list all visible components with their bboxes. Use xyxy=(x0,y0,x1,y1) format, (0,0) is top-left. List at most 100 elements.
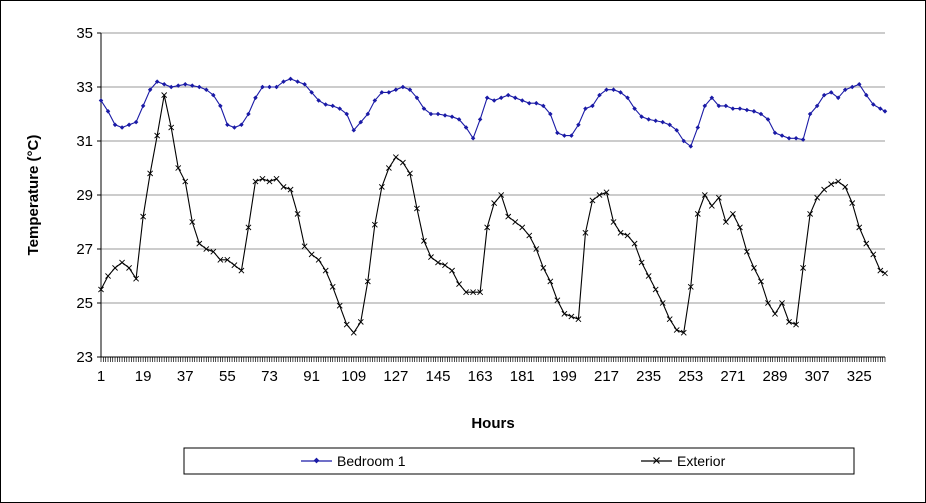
data-point xyxy=(98,98,104,103)
x-tick-label: 37 xyxy=(177,368,194,385)
data-point xyxy=(715,194,722,201)
data-point xyxy=(168,124,175,131)
data-point xyxy=(358,119,364,125)
data-point xyxy=(336,302,343,309)
data-point xyxy=(653,118,658,124)
data-point xyxy=(604,87,609,92)
data-point xyxy=(828,181,835,188)
x-tick-label: 235 xyxy=(636,368,661,385)
data-point xyxy=(371,221,378,228)
data-point xyxy=(687,283,694,290)
data-point xyxy=(576,122,581,128)
data-point xyxy=(322,267,329,274)
x-axis-ticks: 1 19 37 55 73 91 109 127 145 163 181 199 217 235 253 27… xyxy=(97,357,886,385)
data-point xyxy=(463,125,469,130)
data-point xyxy=(112,264,118,271)
data-point xyxy=(442,262,448,269)
data-point xyxy=(498,192,505,198)
data-point xyxy=(659,300,666,306)
data-point xyxy=(793,321,799,328)
data-point xyxy=(357,318,364,325)
data-point xyxy=(378,183,385,190)
data-point xyxy=(751,264,757,271)
x-tick-label: 73 xyxy=(261,368,278,385)
data-point xyxy=(765,117,771,122)
x-tick-label: 325 xyxy=(847,368,872,385)
data-point xyxy=(393,87,399,92)
x-tick-label: 55 xyxy=(219,368,236,385)
data-point xyxy=(259,175,266,182)
data-point xyxy=(645,273,652,279)
gridlines xyxy=(101,32,885,304)
data-point xyxy=(519,224,526,231)
data-point xyxy=(695,125,701,130)
data-point xyxy=(856,224,863,231)
data-point xyxy=(575,316,582,323)
legend-marker-bedroom-1 xyxy=(313,457,320,464)
data-point xyxy=(140,213,147,220)
legend-box xyxy=(183,447,855,475)
data-point xyxy=(210,248,217,255)
data-point xyxy=(624,232,631,239)
x-tick-label: 289 xyxy=(762,368,787,385)
data-point xyxy=(597,92,602,98)
data-point xyxy=(463,289,470,296)
data-point xyxy=(736,224,743,231)
x-tick-label: 181 xyxy=(510,368,535,385)
data-point xyxy=(435,259,441,266)
data-point xyxy=(814,194,821,201)
data-point xyxy=(414,205,420,212)
data-point xyxy=(638,259,645,266)
data-point xyxy=(119,125,125,130)
x-tick-label: 127 xyxy=(383,368,408,385)
data-point xyxy=(456,281,462,288)
data-point xyxy=(477,289,484,296)
x-minor-ticks xyxy=(100,357,886,362)
data-point xyxy=(596,192,603,198)
data-point xyxy=(744,248,750,255)
data-point xyxy=(175,83,181,88)
data-point xyxy=(105,273,111,279)
data-point xyxy=(582,229,589,236)
data-point xyxy=(800,264,807,271)
y-tick-label: 31 xyxy=(76,133,93,150)
data-point xyxy=(294,210,301,217)
data-point xyxy=(722,219,729,225)
data-point xyxy=(442,113,448,118)
x-tick-label: 217 xyxy=(594,368,619,385)
data-point xyxy=(842,183,849,190)
data-point xyxy=(863,240,870,247)
data-point xyxy=(864,92,869,98)
data-point xyxy=(652,286,659,293)
data-point xyxy=(625,95,630,101)
data-point xyxy=(484,224,491,231)
data-point xyxy=(232,125,237,130)
x-tick-label: 163 xyxy=(468,368,493,385)
data-point xyxy=(807,210,814,217)
data-point xyxy=(218,103,223,109)
legend-marker-exterior xyxy=(653,457,660,464)
y-tick-label: 25 xyxy=(76,295,93,312)
data-point xyxy=(161,92,168,99)
x-tick-label: 91 xyxy=(303,368,320,385)
data-point xyxy=(112,122,118,128)
data-point xyxy=(491,200,498,207)
x-tick-label: 109 xyxy=(341,368,366,385)
data-point xyxy=(211,92,216,98)
data-point xyxy=(246,111,251,117)
data-point xyxy=(288,76,293,82)
data-point xyxy=(512,219,519,225)
data-point xyxy=(407,170,413,177)
data-point xyxy=(610,219,617,225)
data-point xyxy=(287,186,294,193)
data-point xyxy=(224,256,231,263)
y-axis-title: Temperature (°C) xyxy=(25,135,42,256)
data-point xyxy=(666,316,673,323)
x-tick-label: 19 xyxy=(135,368,152,385)
data-point xyxy=(870,251,877,258)
x-tick-label: 307 xyxy=(805,368,830,385)
data-point xyxy=(765,300,771,306)
data-point xyxy=(793,136,799,141)
data-point xyxy=(98,286,104,293)
data-point xyxy=(308,251,315,258)
